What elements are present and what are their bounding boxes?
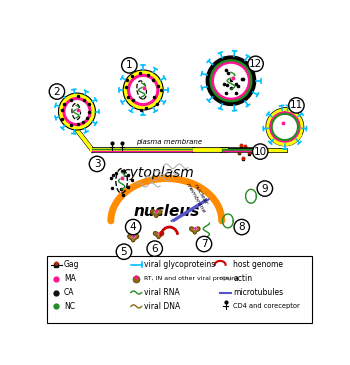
Circle shape bbox=[212, 62, 250, 100]
Circle shape bbox=[289, 98, 304, 113]
Text: 10: 10 bbox=[254, 147, 267, 157]
Text: NC: NC bbox=[64, 302, 75, 311]
Text: nucleus: nucleus bbox=[133, 204, 200, 219]
Polygon shape bbox=[150, 210, 162, 218]
Text: cytoplasm: cytoplasm bbox=[123, 166, 195, 180]
Text: 7: 7 bbox=[201, 239, 207, 249]
Circle shape bbox=[127, 74, 159, 106]
Text: actin: actin bbox=[233, 274, 252, 283]
Text: 3: 3 bbox=[94, 159, 100, 169]
Text: microtubules: microtubules bbox=[233, 288, 284, 297]
Text: host genome: host genome bbox=[233, 260, 283, 269]
Text: 2: 2 bbox=[54, 87, 60, 96]
Circle shape bbox=[89, 156, 105, 172]
Circle shape bbox=[234, 219, 250, 235]
Circle shape bbox=[49, 84, 65, 99]
Circle shape bbox=[253, 144, 268, 159]
Circle shape bbox=[206, 56, 256, 105]
Text: 4: 4 bbox=[130, 222, 136, 232]
Circle shape bbox=[209, 59, 253, 102]
Text: Gag: Gag bbox=[64, 260, 79, 269]
Text: plasma membrane: plasma membrane bbox=[136, 139, 202, 145]
Circle shape bbox=[147, 241, 162, 256]
Text: viral DNA: viral DNA bbox=[144, 302, 180, 311]
Bar bbox=[47, 255, 312, 323]
Circle shape bbox=[130, 77, 156, 103]
Text: 12: 12 bbox=[249, 59, 262, 69]
Text: 6: 6 bbox=[152, 243, 158, 254]
Text: 1: 1 bbox=[126, 60, 133, 70]
Text: CD4 and coreceptor: CD4 and coreceptor bbox=[233, 303, 300, 310]
Text: 5: 5 bbox=[121, 247, 127, 257]
Circle shape bbox=[58, 93, 96, 130]
Polygon shape bbox=[153, 232, 164, 239]
Circle shape bbox=[65, 100, 89, 123]
Circle shape bbox=[196, 236, 212, 252]
Polygon shape bbox=[128, 235, 139, 242]
Circle shape bbox=[126, 219, 141, 235]
Circle shape bbox=[123, 70, 163, 110]
Text: CA: CA bbox=[64, 288, 74, 297]
Circle shape bbox=[214, 64, 248, 98]
Circle shape bbox=[248, 56, 263, 72]
Text: viral RNA: viral RNA bbox=[144, 288, 180, 297]
Polygon shape bbox=[190, 227, 200, 234]
Text: MA: MA bbox=[64, 274, 76, 283]
Circle shape bbox=[257, 181, 273, 196]
Text: 11: 11 bbox=[290, 100, 303, 110]
Circle shape bbox=[122, 58, 137, 73]
Text: viral glycoproteins: viral glycoproteins bbox=[144, 260, 215, 269]
Text: 9: 9 bbox=[261, 184, 268, 193]
Circle shape bbox=[116, 244, 132, 260]
Text: RT, IN and other viral proteins: RT, IN and other viral proteins bbox=[144, 276, 238, 281]
Circle shape bbox=[62, 97, 92, 126]
Text: nuclear
membrane: nuclear membrane bbox=[185, 178, 212, 214]
Text: 8: 8 bbox=[238, 222, 245, 232]
